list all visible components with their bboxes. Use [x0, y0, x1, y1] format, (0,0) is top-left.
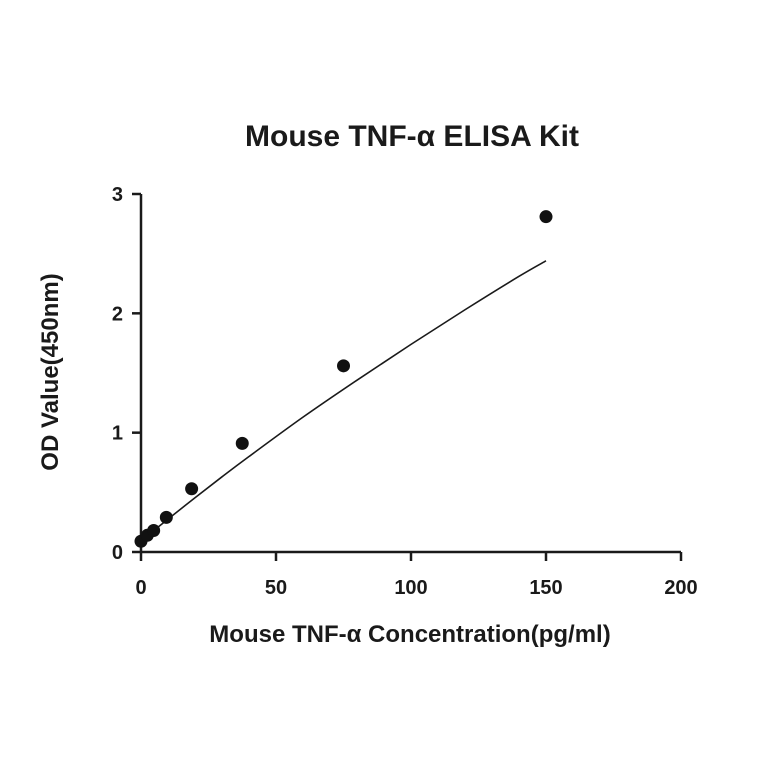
- data-point: [337, 359, 350, 373]
- data-points-layer: [134, 210, 553, 548]
- x-tick-label: 0: [135, 577, 146, 599]
- data-point: [159, 510, 173, 524]
- axes: 0 50 100 150 200 0 1 2 3: [112, 184, 698, 599]
- y-tick-label: 1: [112, 423, 123, 445]
- data-point: [539, 210, 553, 224]
- data-point: [147, 524, 161, 538]
- data-point: [235, 436, 249, 450]
- x-axis-label: Mouse TNF-α Concentration(pg/ml): [209, 621, 610, 648]
- x-tick-label: 150: [529, 577, 562, 599]
- x-tick-label: 200: [664, 577, 697, 599]
- y-tick-label: 3: [112, 184, 123, 206]
- y-tick-label: 0: [112, 542, 123, 564]
- fit-curve-layer: [140, 260, 547, 542]
- chart-title: Mouse TNF-α ELISA Kit: [245, 120, 579, 153]
- y-axis-label: OD Value(450nm): [37, 273, 64, 470]
- fit-curve: [140, 260, 547, 542]
- x-tick-label: 50: [265, 577, 287, 599]
- data-point: [185, 482, 199, 496]
- x-tick-label: 100: [394, 577, 427, 599]
- y-tick-label: 2: [112, 303, 123, 325]
